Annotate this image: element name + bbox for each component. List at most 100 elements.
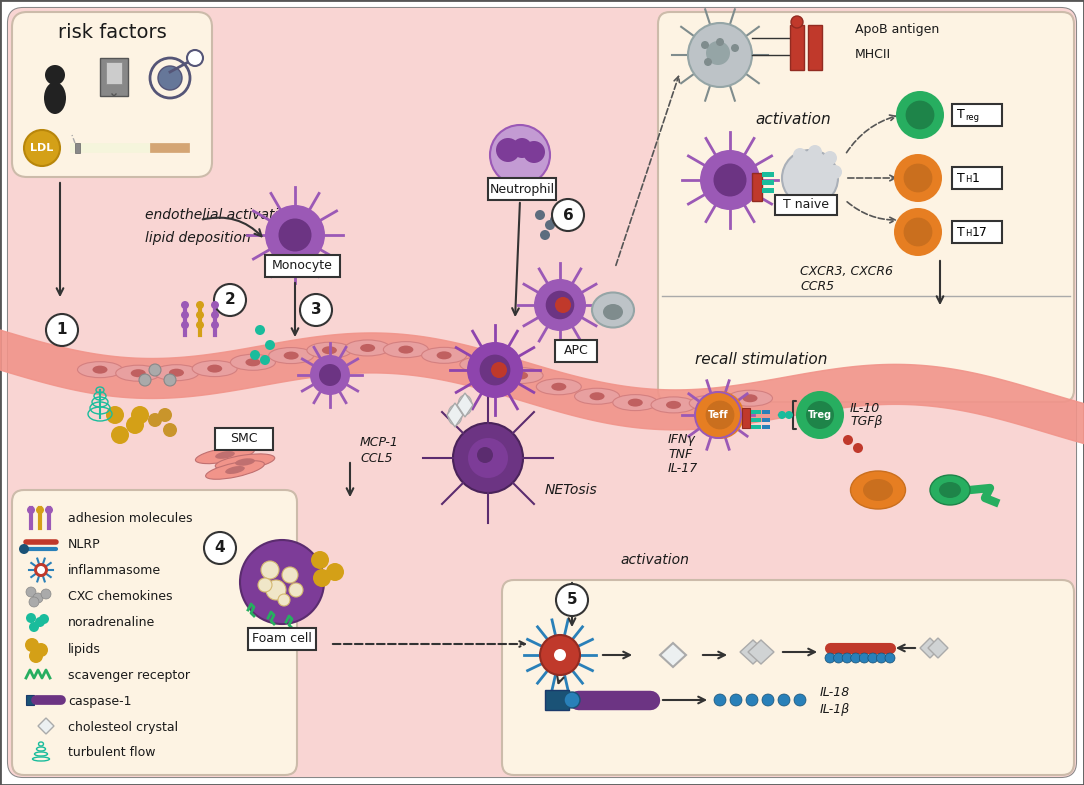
Text: Teff: Teff [708, 410, 728, 420]
Circle shape [196, 311, 204, 319]
Circle shape [550, 215, 560, 225]
Ellipse shape [448, 405, 462, 425]
Circle shape [708, 405, 728, 425]
Circle shape [885, 653, 895, 663]
Circle shape [796, 391, 844, 439]
Circle shape [149, 364, 162, 376]
Circle shape [289, 583, 304, 597]
Circle shape [258, 578, 272, 592]
Circle shape [35, 617, 46, 627]
Circle shape [701, 41, 709, 49]
Polygon shape [920, 638, 940, 658]
Circle shape [704, 58, 712, 66]
Circle shape [41, 589, 51, 599]
Text: 17: 17 [972, 225, 988, 239]
Bar [488, 178, 556, 200]
Circle shape [158, 408, 172, 422]
Circle shape [29, 649, 43, 663]
Ellipse shape [360, 344, 375, 352]
Text: 5: 5 [567, 593, 578, 608]
Text: 3: 3 [311, 302, 321, 317]
Circle shape [300, 294, 332, 326]
Circle shape [211, 311, 219, 319]
Circle shape [282, 567, 298, 583]
Circle shape [785, 411, 793, 419]
Text: 4: 4 [215, 541, 225, 556]
Circle shape [522, 141, 545, 163]
Circle shape [535, 210, 545, 220]
Bar [762, 425, 770, 429]
Circle shape [111, 426, 129, 444]
Polygon shape [748, 640, 774, 664]
Ellipse shape [399, 345, 413, 353]
Circle shape [139, 374, 151, 386]
Circle shape [825, 653, 835, 663]
Ellipse shape [235, 458, 255, 466]
Ellipse shape [216, 454, 274, 470]
FancyBboxPatch shape [8, 8, 1076, 777]
Circle shape [326, 563, 344, 581]
Text: Monocyte: Monocyte [272, 260, 333, 272]
Text: adhesion molecules: adhesion molecules [68, 513, 193, 525]
Bar [743, 408, 750, 428]
Text: MHCII: MHCII [855, 49, 891, 61]
Circle shape [496, 138, 520, 162]
Bar [26, 695, 34, 705]
Circle shape [477, 447, 493, 463]
Bar [751, 410, 761, 414]
Circle shape [26, 587, 36, 597]
Ellipse shape [225, 466, 245, 474]
Ellipse shape [231, 354, 275, 371]
Ellipse shape [930, 475, 970, 505]
Polygon shape [38, 718, 54, 734]
Polygon shape [457, 393, 473, 417]
Circle shape [843, 435, 853, 445]
Bar [751, 418, 761, 422]
Bar [952, 167, 1002, 189]
Text: CXC chemokines: CXC chemokines [68, 590, 172, 604]
Circle shape [468, 438, 508, 478]
Text: CXCR3, CXCR6: CXCR3, CXCR6 [800, 265, 893, 279]
Circle shape [696, 393, 740, 437]
Bar [106, 62, 122, 84]
Circle shape [545, 220, 555, 230]
Circle shape [319, 364, 341, 386]
Ellipse shape [575, 389, 620, 404]
Circle shape [860, 653, 869, 663]
Circle shape [730, 694, 743, 706]
Circle shape [706, 403, 730, 427]
Text: LDL: LDL [30, 143, 53, 153]
FancyBboxPatch shape [658, 12, 1074, 402]
FancyBboxPatch shape [8, 8, 1076, 777]
Circle shape [164, 374, 176, 386]
Circle shape [714, 694, 726, 706]
Circle shape [904, 217, 932, 246]
Circle shape [181, 311, 189, 319]
Circle shape [39, 614, 49, 624]
Circle shape [717, 38, 724, 46]
Circle shape [905, 100, 934, 130]
Circle shape [746, 694, 758, 706]
Circle shape [106, 406, 124, 424]
Circle shape [851, 653, 861, 663]
Circle shape [255, 325, 264, 335]
Circle shape [25, 638, 39, 652]
Text: lipids: lipids [68, 642, 101, 655]
Text: IL-1β: IL-1β [820, 703, 850, 717]
Circle shape [696, 391, 744, 439]
Circle shape [24, 130, 60, 166]
Circle shape [278, 594, 291, 606]
Ellipse shape [689, 395, 734, 411]
Ellipse shape [592, 293, 634, 327]
Ellipse shape [207, 364, 222, 373]
Text: T: T [957, 225, 965, 239]
Circle shape [491, 362, 507, 378]
Ellipse shape [206, 461, 264, 480]
Circle shape [793, 694, 806, 706]
Circle shape [163, 423, 177, 437]
Ellipse shape [603, 304, 623, 320]
Ellipse shape [345, 340, 390, 356]
Text: Treg: Treg [808, 410, 833, 420]
Text: T naive: T naive [783, 199, 829, 211]
Circle shape [37, 566, 46, 574]
